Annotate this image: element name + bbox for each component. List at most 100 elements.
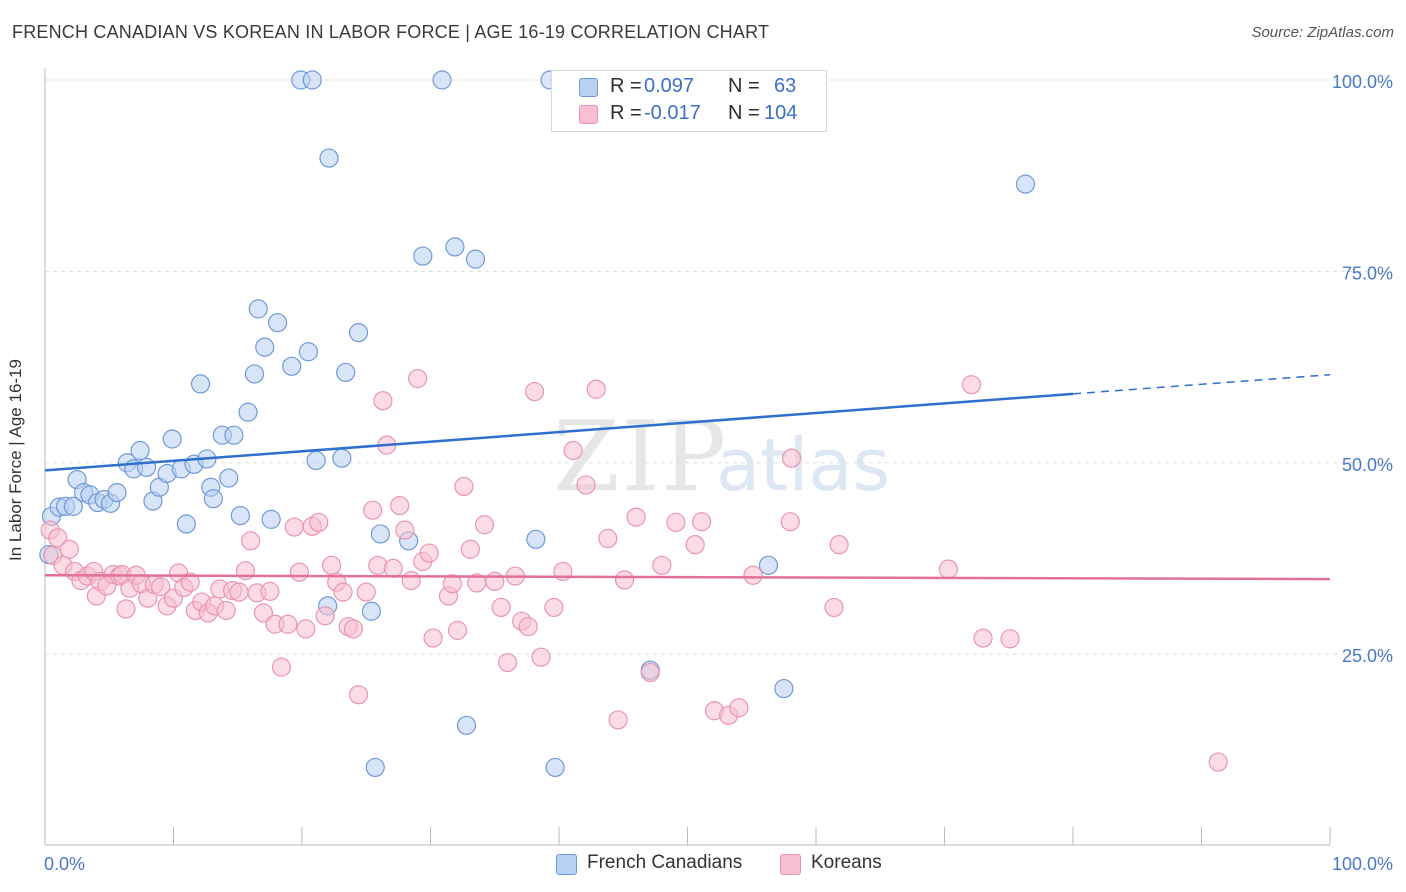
french-point-35 xyxy=(261,509,281,529)
french-point-52 xyxy=(445,237,465,257)
korean-point-99 xyxy=(729,698,749,718)
korean-n-label: N = xyxy=(728,102,760,124)
french-point-4 xyxy=(63,496,83,516)
correlation-legend: R = 0.097 N = 63 R = -0.017 N = 104 xyxy=(551,70,827,132)
korean-legend-label: Koreans xyxy=(811,852,882,873)
legend-row-french: R = 0.097 N = 63 xyxy=(552,75,826,99)
chart-title: FRENCH CANADIAN VS KOREAN IN LABOR FORCE… xyxy=(12,22,770,42)
y-tick-label-50: 50.0% xyxy=(1342,455,1393,475)
korean-r-label: R = xyxy=(610,102,642,124)
french-point-55 xyxy=(526,529,546,549)
korean-point-102 xyxy=(824,597,844,618)
korean-point-64 xyxy=(408,368,428,389)
x-tick-label-max: 100.0% xyxy=(1332,854,1393,874)
watermark: ZIP atlas xyxy=(553,401,890,513)
french-legend-label: French Canadians xyxy=(587,852,743,873)
korean-point-90 xyxy=(614,570,635,590)
watermark-zip: ZIP xyxy=(553,401,728,513)
korean-point-89 xyxy=(608,710,628,730)
korean-point-39 xyxy=(260,581,280,601)
french-point-11 xyxy=(107,483,127,503)
french-point-46 xyxy=(361,601,381,621)
korean-point-45 xyxy=(296,619,316,639)
korean-point-82 xyxy=(531,647,551,667)
korean-r-value: -0.017 xyxy=(644,102,701,124)
korean-point-92 xyxy=(640,662,660,683)
korean-point-4 xyxy=(59,539,80,559)
french-point-15 xyxy=(136,457,157,477)
korean-point-72 xyxy=(460,539,480,559)
french-point-62 xyxy=(302,70,322,90)
korean-point-69 xyxy=(442,574,462,594)
korean-point-60 xyxy=(383,558,403,578)
korean-point-53 xyxy=(343,619,363,639)
korean-point-21 xyxy=(151,577,171,597)
french-point-57 xyxy=(545,757,565,778)
korean-point-47 xyxy=(309,512,329,533)
legend-row-korean: R = -0.017 N = 104 xyxy=(552,102,826,126)
korean-point-58 xyxy=(373,391,393,411)
korean-point-43 xyxy=(284,517,304,537)
korean-point-94 xyxy=(666,512,686,533)
french-point-28 xyxy=(219,468,239,488)
french-point-43 xyxy=(332,448,352,468)
korean-legend-swatch xyxy=(780,854,801,875)
korean-point-67 xyxy=(423,628,443,648)
korean-point-108 xyxy=(1208,752,1228,772)
french-point-26 xyxy=(203,489,223,509)
korean-point-91 xyxy=(626,507,646,527)
korean-point-62 xyxy=(395,520,415,540)
korean-swatch xyxy=(579,105,598,124)
korean-point-56 xyxy=(363,500,383,520)
korean-point-32 xyxy=(216,600,236,621)
french-point-39 xyxy=(298,342,319,362)
french-point-23 xyxy=(190,374,211,394)
korean-point-103 xyxy=(829,535,849,555)
korean-point-96 xyxy=(692,512,712,532)
french-trend-line xyxy=(44,392,1074,472)
french-point-29 xyxy=(224,425,244,445)
korean-point-106 xyxy=(973,628,993,648)
french-point-36 xyxy=(267,313,288,333)
korean-point-36 xyxy=(241,531,261,551)
korean-point-88 xyxy=(598,528,618,549)
french-point-47 xyxy=(365,757,385,778)
french-r-label: R = xyxy=(610,75,642,97)
korean-point-2 xyxy=(48,528,68,548)
y-axis-label: In Labor Force | Age 16-19 xyxy=(6,359,25,561)
korean-point-105 xyxy=(961,375,982,395)
korean-point-80 xyxy=(518,616,538,637)
korean-point-101 xyxy=(781,448,802,468)
y-tick-label-100: 100.0% xyxy=(1332,72,1393,92)
axes xyxy=(44,68,1331,846)
korean-trend-line xyxy=(44,574,1331,581)
french-point-48 xyxy=(370,524,390,544)
french-r-value: 0.097 xyxy=(644,75,695,97)
french-point-14 xyxy=(130,440,150,461)
french-point-61 xyxy=(1015,174,1036,194)
korean-point-66 xyxy=(419,543,439,563)
korean-point-49 xyxy=(321,555,342,575)
grid xyxy=(45,79,1392,655)
french-point-37 xyxy=(282,356,302,376)
french-point-34 xyxy=(255,337,275,357)
korean-point-83 xyxy=(544,597,564,618)
korean-point-76 xyxy=(491,597,511,618)
korean-point-71 xyxy=(454,476,474,497)
korean-point-15 xyxy=(116,599,136,619)
korean-point-61 xyxy=(390,496,410,516)
french-point-30 xyxy=(230,505,250,526)
korean-point-87 xyxy=(586,379,606,399)
french-n-value: 63 xyxy=(774,75,797,97)
french-point-59 xyxy=(758,555,779,575)
koreans-points xyxy=(40,368,1228,772)
korean-point-85 xyxy=(563,440,583,461)
watermark-atlas: atlas xyxy=(716,423,890,507)
korean-n-value: 104 xyxy=(764,102,798,124)
y-tick-label-25: 25.0% xyxy=(1342,646,1393,666)
korean-point-95 xyxy=(685,535,705,555)
korean-point-34 xyxy=(229,582,249,602)
korean-point-100 xyxy=(743,565,763,585)
korean-point-44 xyxy=(289,562,310,582)
